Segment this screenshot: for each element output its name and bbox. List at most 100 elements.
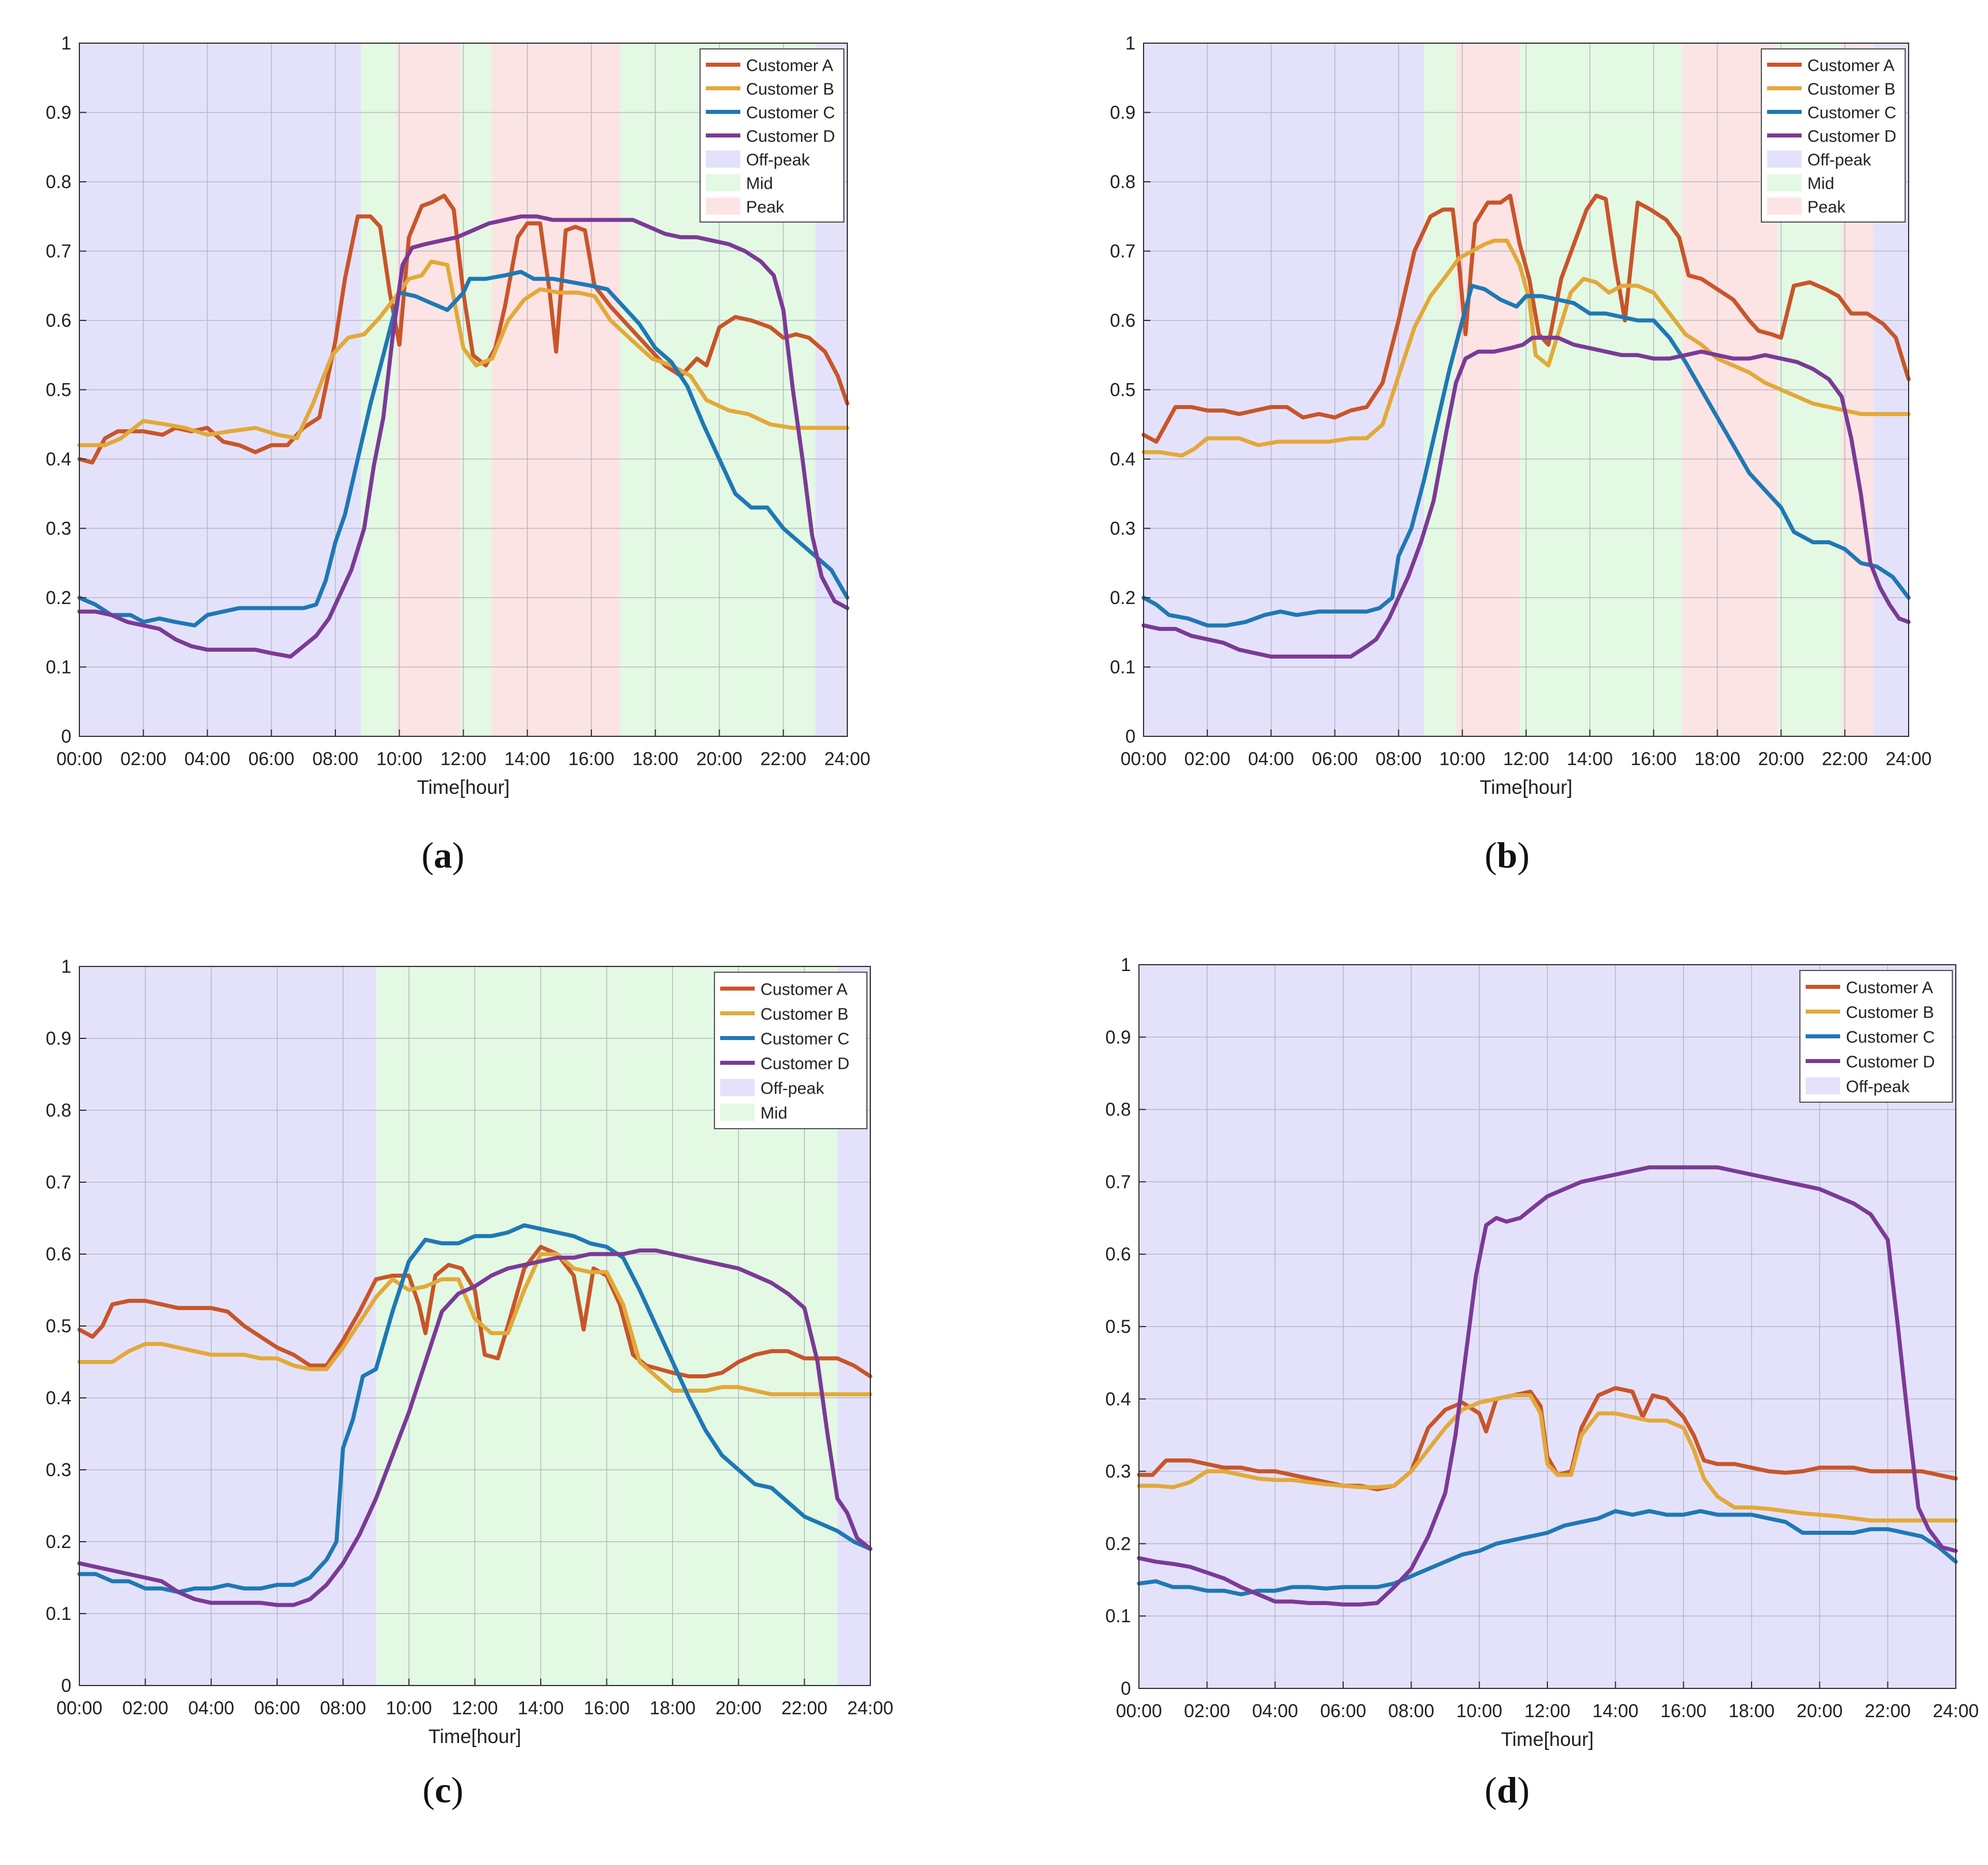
x-tick-label-c-2: 04:00 [188,1698,234,1718]
y-tick-label-c-9: 0.9 [46,1028,71,1049]
caption-b-letter: b [1497,835,1517,876]
x-tick-label-c-12: 24:00 [847,1698,893,1718]
chart-panel-b: 00:00 02:00 04:00 06:00 08:00 10:00 12:00 14:00… [1061,0,1959,817]
y-tick-label-a-0: 0 [61,726,71,747]
y-tick-label-d-4: 0.4 [1106,1389,1131,1409]
series-customer-b-line-b [1141,238,1911,458]
x-tick-label-c-4: 08:00 [320,1698,366,1718]
legend-swatch-off-peak-b [1767,150,1802,168]
y-tick-label-a-10: 1 [61,33,71,53]
y-tick-label-a-8: 0.8 [46,171,71,192]
x-tick-label-a-10: 20:00 [696,748,742,769]
legend-label-customer-d-a: Customer D [746,128,835,146]
series-customer-c-line-c [77,1223,873,1594]
y-tick-label-c-2: 0.2 [46,1531,71,1552]
x-tick-label-a-6: 12:00 [440,748,486,769]
legend-swatch-mid-a [706,174,740,192]
y-tick-label-a-6: 0.6 [46,310,71,331]
legend-label-customer-a-b: Customer A [1807,57,1895,75]
chart-panel-c: 00:00 02:00 04:00 06:00 08:00 10:00 12:00 14:00… [0,923,920,1748]
legend-swatch-off-peak-a [706,150,740,168]
legend-label-customer-b-c: Customer B [760,1006,848,1024]
series-customer-c-line-d [1137,1509,1958,1596]
x-tick-label-a-12: 24:00 [824,748,870,769]
series-customer-d-line-d [1137,1165,1958,1607]
legend-label-customer-c-d: Customer C [1846,1029,1935,1047]
y-tick-label-b-6: 0.6 [1110,310,1136,331]
x-axis-label-d: Time[hour] [1501,1729,1593,1751]
x-tick-label-d-7: 14:00 [1592,1700,1638,1721]
y-tick-label-c-4: 0.4 [46,1388,71,1408]
y-tick-label-d-6: 0.6 [1106,1244,1131,1264]
y-tick-label-c-7: 0.7 [46,1172,71,1193]
y-tick-label-d-7: 0.7 [1106,1171,1131,1192]
x-tick-label-a-2: 04:00 [184,748,230,769]
legend-swatch-off-peak-d [1806,1077,1840,1095]
y-tick-label-b-0: 0 [1125,726,1136,747]
y-tick-label-b-7: 0.7 [1110,241,1136,262]
legend-label-customer-c-a: Customer C [746,104,835,123]
x-tick-label-c-0: 00:00 [56,1698,102,1718]
caption-a-letter: a [434,835,452,876]
y-tick-label-d-8: 0.8 [1106,1099,1131,1120]
x-tick-label-a-0: 00:00 [56,748,102,769]
x-tick-label-b-7: 14:00 [1567,748,1613,769]
x-tick-label-a-5: 10:00 [376,748,422,769]
y-tick-label-a-2: 0.2 [46,587,71,608]
series-customer-a-line-a [77,193,850,465]
y-tick-label-d-0: 0 [1121,1678,1131,1699]
y-tick-label-b-9: 0.9 [1110,102,1136,123]
x-tick-label-d-6: 12:00 [1524,1700,1570,1721]
x-tick-label-a-3: 06:00 [248,748,295,769]
caption-d-letter: d [1497,1770,1517,1810]
legend-label-off-peak-d: Off-peak [1846,1078,1910,1096]
series-customer-c-line-b [1141,284,1911,628]
caption-c-letter: c [434,1770,452,1810]
series-customer-d-line-b [1141,335,1911,659]
x-tick-label-d-4: 08:00 [1388,1700,1434,1721]
x-tick-label-a-4: 08:00 [312,748,358,769]
x-tick-label-c-9: 18:00 [649,1698,695,1718]
x-tick-label-c-3: 06:00 [254,1698,300,1718]
x-tick-label-a-9: 18:00 [632,748,678,769]
legend-label-customer-b-a: Customer B [746,81,834,99]
legend-label-peak-a: Peak [746,198,785,217]
y-tick-label-c-0: 0 [61,1675,71,1696]
legend-label-customer-d-c: Customer D [760,1055,850,1073]
caption-b: (b) [1484,835,1530,876]
y-tick-label-d-3: 0.3 [1106,1461,1131,1482]
y-tick-label-d-5: 0.5 [1106,1316,1131,1337]
x-tick-label-d-12: 24:00 [1933,1700,1979,1721]
y-tick-label-c-8: 0.8 [46,1100,71,1121]
legend-swatch-peak-b [1767,197,1802,215]
legend-swatch-peak-a [706,197,740,215]
legend-label-customer-b-d: Customer B [1846,1004,1934,1022]
series-customer-c-line-a [77,270,850,628]
y-tick-label-d-9: 0.9 [1106,1027,1131,1048]
caption-a: (a) [421,835,465,876]
x-tick-label-d-11: 22:00 [1865,1700,1911,1721]
x-tick-label-a-1: 02:00 [120,748,166,769]
x-tick-label-a-11: 22:00 [760,748,806,769]
x-axis-label-b: Time[hour] [1479,777,1572,798]
legend-label-peak-b: Peak [1807,198,1846,217]
legend-label-customer-a-c: Customer A [760,981,848,999]
x-tick-label-b-2: 04:00 [1248,748,1294,769]
x-tick-label-b-5: 10:00 [1439,748,1485,769]
y-tick-label-d-2: 0.2 [1106,1533,1131,1554]
x-tick-label-c-7: 14:00 [518,1698,564,1718]
y-tick-label-a-3: 0.3 [46,518,71,539]
x-tick-label-b-3: 06:00 [1312,748,1358,769]
caption-c: (c) [422,1770,464,1810]
x-tick-label-d-2: 04:00 [1252,1700,1298,1721]
y-tick-label-a-5: 0.5 [46,380,71,400]
series-customer-a-line-c [77,1245,873,1378]
y-tick-label-b-5: 0.5 [1110,380,1136,400]
series-customer-d-line-a [77,214,850,659]
y-tick-label-a-1: 0.1 [46,657,71,678]
x-tick-label-d-5: 10:00 [1456,1700,1503,1721]
y-tick-label-c-6: 0.6 [46,1244,71,1264]
series-customer-b-line-a [77,259,850,448]
x-tick-label-b-11: 22:00 [1822,748,1868,769]
y-tick-label-a-9: 0.9 [46,102,71,123]
